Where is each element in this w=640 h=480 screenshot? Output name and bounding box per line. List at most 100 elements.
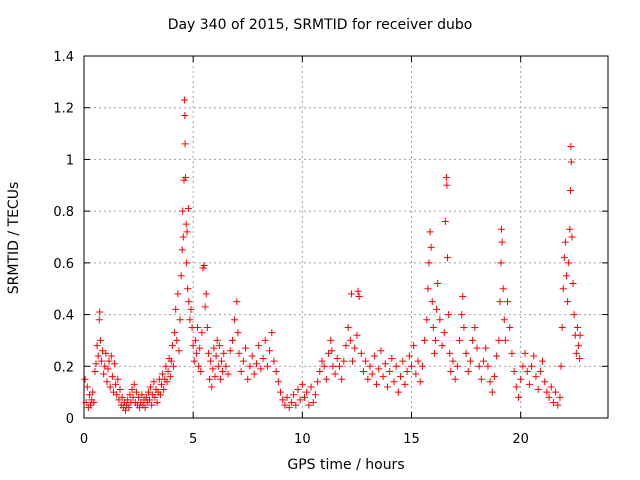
data-point (91, 367, 99, 375)
data-point (565, 259, 573, 267)
data-point (381, 360, 389, 368)
data-point (354, 287, 362, 295)
data-point (183, 228, 191, 236)
data-point (572, 349, 580, 357)
data-point (353, 331, 361, 339)
data-point (301, 393, 309, 401)
data-point (92, 360, 100, 368)
data-point (386, 367, 394, 375)
data-point (81, 375, 89, 383)
data-point (335, 362, 343, 370)
x-tick-label: 10 (294, 432, 311, 447)
data-point (340, 357, 348, 365)
data-point (368, 370, 376, 378)
data-point (141, 404, 149, 412)
data-point (405, 352, 413, 360)
data-point (156, 391, 164, 399)
data-point (146, 396, 153, 404)
y-tick-label: 0 (66, 412, 74, 427)
data-point (108, 373, 116, 381)
data-point (364, 375, 372, 383)
data-point (473, 344, 481, 352)
data-point (375, 365, 383, 373)
data-point (103, 378, 111, 386)
data-point (436, 316, 444, 324)
data-point (568, 233, 576, 241)
data-point (349, 357, 357, 365)
data-point (237, 367, 245, 375)
data-point (214, 362, 222, 370)
data-point (462, 349, 470, 357)
data-points (81, 96, 584, 414)
data-point (449, 357, 457, 365)
data-point (357, 349, 365, 357)
data-point (421, 336, 429, 344)
data-point (388, 355, 396, 363)
data-point (508, 349, 516, 357)
data-point (414, 357, 422, 365)
data-point (390, 378, 398, 386)
data-point (285, 404, 293, 412)
data-point (173, 336, 181, 344)
data-point (453, 362, 461, 370)
data-point (497, 225, 505, 233)
data-point (576, 331, 584, 339)
data-point (263, 362, 271, 370)
data-point (500, 316, 508, 324)
data-point (442, 174, 450, 182)
data-point (558, 324, 566, 331)
data-point (570, 311, 578, 319)
data-point (90, 398, 98, 406)
data-point (96, 336, 104, 344)
axis-ticks: 0 0.2 0.4 0.6 0.8 1 1.2 1.4 0 5 10 15 20 (53, 50, 608, 447)
data-point (148, 401, 156, 409)
data-point (373, 380, 381, 388)
data-point (412, 370, 420, 378)
data-point (202, 290, 210, 298)
data-point (175, 347, 183, 355)
data-point (246, 362, 254, 370)
data-point (105, 357, 113, 365)
y-tick-label: 0.4 (53, 309, 74, 324)
data-point (192, 349, 200, 357)
data-point (182, 220, 190, 228)
data-point (170, 362, 178, 370)
data-point (379, 373, 387, 381)
chart-title: Day 340 of 2015, SRMTID for receiver dub… (167, 17, 473, 33)
data-point (257, 365, 265, 373)
data-point (552, 388, 560, 396)
data-point (164, 367, 172, 375)
data-point (397, 373, 405, 381)
data-point (525, 380, 533, 388)
data-point (233, 298, 241, 306)
data-point (114, 375, 122, 383)
data-point (519, 362, 527, 370)
data-point (314, 378, 322, 386)
data-point (541, 378, 549, 386)
data-point (104, 365, 112, 373)
data-point (182, 174, 190, 182)
data-point (215, 342, 223, 350)
data-point (528, 362, 536, 370)
data-point (177, 272, 185, 280)
data-point (179, 207, 187, 215)
data-point (272, 367, 280, 375)
data-point (261, 336, 269, 344)
y-tick-label: 0.2 (53, 360, 74, 375)
x-tick-label: 15 (403, 432, 420, 447)
data-point (464, 367, 472, 375)
data-point (475, 362, 483, 370)
data-point (408, 362, 415, 370)
data-point (480, 357, 488, 365)
data-point (190, 357, 198, 365)
data-point (444, 254, 452, 262)
data-point (486, 378, 494, 386)
data-point (162, 362, 170, 370)
data-point (410, 342, 418, 350)
x-tick-label: 0 (80, 432, 88, 447)
data-point (107, 352, 115, 360)
data-point (403, 367, 411, 375)
data-point (277, 388, 284, 396)
data-point (305, 401, 313, 409)
data-point (346, 336, 354, 344)
